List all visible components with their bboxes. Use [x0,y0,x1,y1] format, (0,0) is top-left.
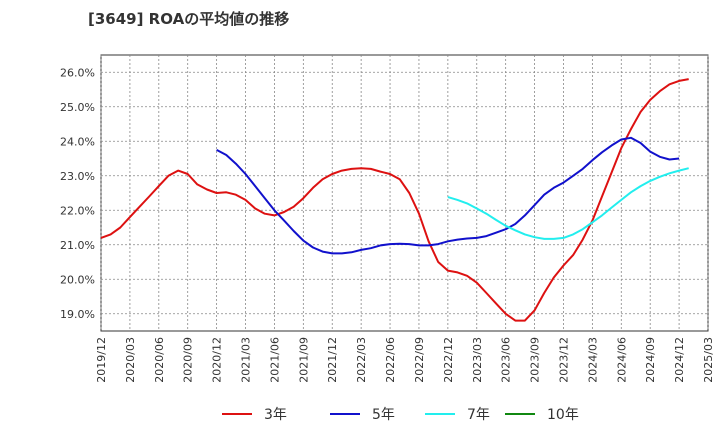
x-tick-label: 2020/12 [211,337,224,383]
x-tick-label: 2022/09 [413,337,426,383]
x-tick-label: 2024/12 [673,337,686,383]
grid-lines [100,55,709,331]
x-tick-label: 2024/06 [615,337,628,383]
x-tick-label: 2019/12 [95,337,108,383]
x-tick-label: 2023/03 [471,337,484,383]
x-tick-label: 2021/03 [240,337,253,383]
series-line-2 [447,167,689,240]
x-tick-label: 2022/06 [384,337,397,383]
series-lines [100,78,689,322]
y-tick-label: 22.0% [60,204,95,217]
y-axis: 19.0% 20.0% 21.0% 22.0% 23.0% 24.0% 25.0% 26.0% [60,66,95,321]
plot-background [100,54,709,332]
legend: 3年 5年 7年 10年 [222,407,579,423]
x-tick-label: 2021/09 [297,337,310,383]
x-tick-label: 2021/06 [268,337,281,383]
x-tick-label: 2020/03 [124,337,137,383]
x-tick-label: 2024/03 [586,337,599,383]
x-tick-label: 2020/06 [153,337,166,383]
legend-label: 10年 [547,407,579,423]
legend-label: 7年 [467,407,490,423]
y-tick-label: 24.0% [60,135,95,148]
y-tick-label: 19.0% [60,308,95,321]
chart-title: [3649] ROAの平均値の推移 [88,10,290,28]
x-axis: 2019/12 2020/03 2020/06 2020/09 2020/12 2021/… [95,337,715,383]
x-tick-label: 2022/12 [442,337,455,383]
x-tick-label: 2023/09 [529,337,542,383]
x-tick-label: 2025/03 [702,337,715,383]
x-tick-label: 2022/03 [355,337,368,383]
x-tick-label: 2020/09 [182,337,195,383]
series-line-1 [216,136,680,255]
y-tick-label: 26.0% [60,66,95,79]
legend-label: 5年 [372,407,395,423]
legend-label: 3年 [264,407,287,423]
x-tick-label: 2021/12 [326,337,339,383]
y-tick-label: 23.0% [60,170,95,183]
x-tick-label: 2023/12 [557,337,570,383]
x-tick-label: 2023/06 [500,337,513,383]
y-tick-label: 25.0% [60,101,95,114]
y-tick-label: 20.0% [60,273,95,286]
y-tick-label: 21.0% [60,239,95,252]
x-tick-label: 2024/09 [644,337,657,383]
